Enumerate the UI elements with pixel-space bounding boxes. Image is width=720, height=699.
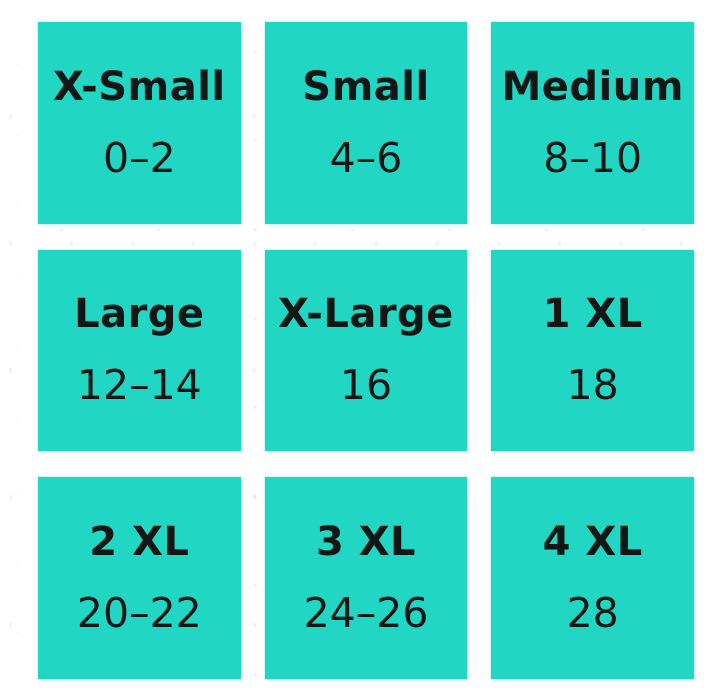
size-label: 2 XL: [89, 519, 190, 566]
size-tile-2xl: 2 XL 20–22: [38, 477, 241, 679]
size-range: 18: [566, 361, 619, 410]
size-label: Small: [302, 63, 430, 110]
size-label: 1 XL: [542, 291, 643, 338]
size-tile-medium: Medium 8–10: [491, 22, 694, 224]
size-range: 28: [566, 589, 619, 638]
size-range: 16: [339, 361, 393, 410]
size-tile-3xl: 3 XL 24–26: [264, 477, 468, 679]
size-label: 3 XL: [315, 519, 417, 566]
size-range: 24–26: [303, 589, 429, 638]
size-range: 4–6: [329, 133, 403, 182]
size-label: X-Large: [278, 291, 454, 338]
size-label: X-Small: [53, 63, 226, 110]
size-label: 4 XL: [542, 519, 643, 566]
size-label: Large: [74, 291, 205, 338]
size-tile-small: Small 4–6: [264, 22, 468, 224]
size-tile-x-large: X-Large 16: [264, 249, 468, 452]
size-tile-4xl: 4 XL 28: [491, 477, 694, 679]
size-tile-large: Large 12–14: [38, 249, 241, 452]
size-range: 8–10: [543, 133, 643, 182]
size-label: Medium: [501, 63, 684, 110]
size-range: 20–22: [76, 589, 202, 638]
size-range: 12–14: [76, 361, 202, 410]
size-range: 0–2: [102, 133, 176, 182]
size-tile-1xl: 1 XL 18: [491, 249, 694, 452]
size-tile-x-small: X-Small 0–2: [38, 22, 241, 224]
